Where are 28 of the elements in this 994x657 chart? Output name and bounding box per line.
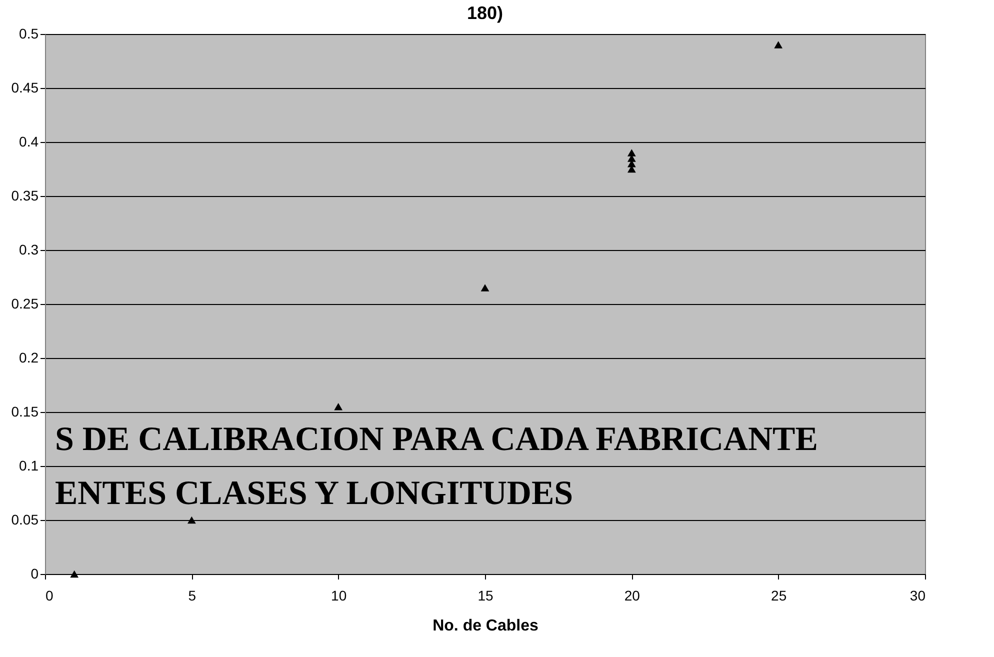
x-tick-label: 20 — [624, 588, 640, 604]
y-tick-label: 0.25 — [11, 296, 39, 312]
x-axis-title: No. de Cables — [432, 618, 538, 634]
annotation: S DE CALIBRACION PARA CADA FABRICANTE — [55, 421, 818, 458]
y-tick-label: 0.2 — [19, 350, 39, 366]
point — [70, 570, 79, 578]
y-tick-label: 0.4 — [19, 134, 39, 150]
y-tick-label: 0.15 — [11, 404, 39, 420]
point — [774, 41, 783, 48]
y-tick-label: 0.5 — [19, 26, 39, 42]
point — [627, 149, 636, 156]
x-tick-label: 0 — [46, 588, 54, 604]
point — [187, 516, 196, 524]
y-tick-label: 0.45 — [11, 80, 39, 96]
annotation: ENTES CLASES Y LONGITUDES — [55, 475, 574, 512]
point — [334, 402, 343, 410]
x-tick-label: 15 — [478, 588, 494, 604]
y-tick-label: 0.3 — [19, 242, 39, 258]
y-tick-label: 0 — [30, 566, 39, 582]
y-tick-label: 0.1 — [19, 458, 39, 474]
y-tick-label: 0.05 — [11, 512, 39, 528]
chart-title: 180) — [466, 3, 504, 23]
y-tick-label: 0.35 — [11, 188, 39, 204]
x-tick-label: 10 — [331, 588, 347, 604]
x-tick-label: 5 — [188, 588, 196, 604]
x-tick-label: 30 — [910, 588, 926, 604]
x-tick-label: 25 — [771, 588, 787, 604]
point — [480, 284, 490, 292]
